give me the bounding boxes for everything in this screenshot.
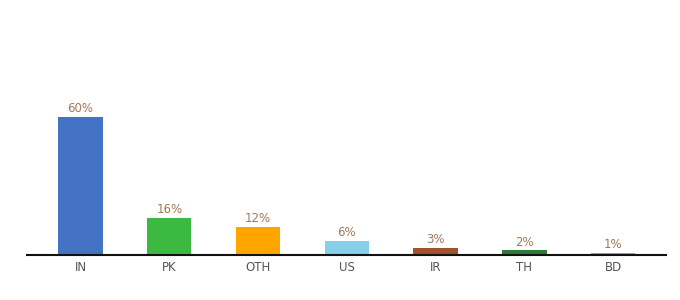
Text: 3%: 3% [426, 233, 445, 246]
Bar [58, 117, 103, 255]
Bar [413, 248, 458, 255]
Text: 60%: 60% [67, 102, 93, 115]
Bar [502, 250, 547, 255]
Text: 2%: 2% [515, 236, 534, 248]
Bar [236, 227, 280, 255]
Bar [147, 218, 192, 255]
Text: 6%: 6% [337, 226, 356, 239]
Text: 16%: 16% [156, 203, 182, 216]
Text: 1%: 1% [604, 238, 622, 251]
Text: 12%: 12% [245, 212, 271, 226]
Bar [591, 253, 635, 255]
Bar [324, 241, 369, 255]
